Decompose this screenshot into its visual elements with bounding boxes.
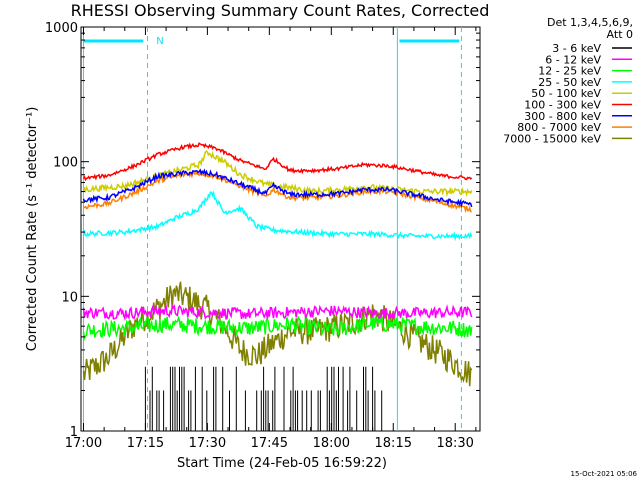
x-tick-label: 17:30	[189, 436, 226, 451]
series-line-3	[82, 190, 473, 242]
legend-label: 50 - 100 keV	[531, 87, 601, 100]
axis-ticks	[81, 26, 480, 432]
y-axis-label: Corrected Count Rate (s⁻¹ detector⁻¹)	[25, 107, 40, 352]
x-axis-label: Start Time (24-Feb-05 16:59:22)	[177, 456, 387, 471]
series-line-8	[82, 281, 473, 387]
legend-header-line-2: Att 0	[607, 28, 633, 41]
legend-label: 3 - 6 keV	[552, 42, 601, 55]
y-tick-label: 10	[61, 290, 78, 305]
plot-frame	[80, 26, 481, 432]
y-tick-label: 100	[53, 156, 78, 171]
x-tick-label: 17:00	[65, 436, 102, 451]
x-tick-label: 17:15	[127, 436, 164, 451]
x-tick-label: 18:00	[313, 436, 350, 451]
x-tick-label: 17:45	[251, 436, 288, 451]
legend-header-line-1: Det 1,3,4,5,6,9,	[547, 16, 633, 29]
y-tick-label: 1000	[45, 21, 78, 36]
legend-label: 7000 - 15000 keV	[503, 132, 601, 145]
flag-label: N	[156, 36, 163, 47]
x-tick-label: 18:15	[375, 436, 412, 451]
series-line-5	[82, 142, 473, 182]
footer-timestamp: 15-Oct-2021 05:06	[571, 470, 638, 478]
series-group	[82, 142, 473, 431]
chart-title: RHESSI Observing Summary Count Rates, Co…	[71, 1, 490, 20]
y-tick-label: 1	[70, 425, 78, 440]
legend-label: 6 - 12 keV	[545, 53, 601, 66]
legend-label: 12 - 25 keV	[538, 65, 601, 78]
series-line-6	[82, 168, 473, 208]
legend-label: 800 - 7000 keV	[517, 121, 601, 134]
x-tick-label: 18:30	[436, 436, 473, 451]
vertical-markers	[82, 27, 462, 431]
series-line-2	[82, 314, 473, 341]
legend-label: 100 - 300 keV	[524, 99, 601, 112]
series-line-1	[82, 303, 473, 321]
legend-label: 300 - 800 keV	[524, 110, 601, 123]
legend-label: 25 - 50 keV	[538, 76, 601, 89]
